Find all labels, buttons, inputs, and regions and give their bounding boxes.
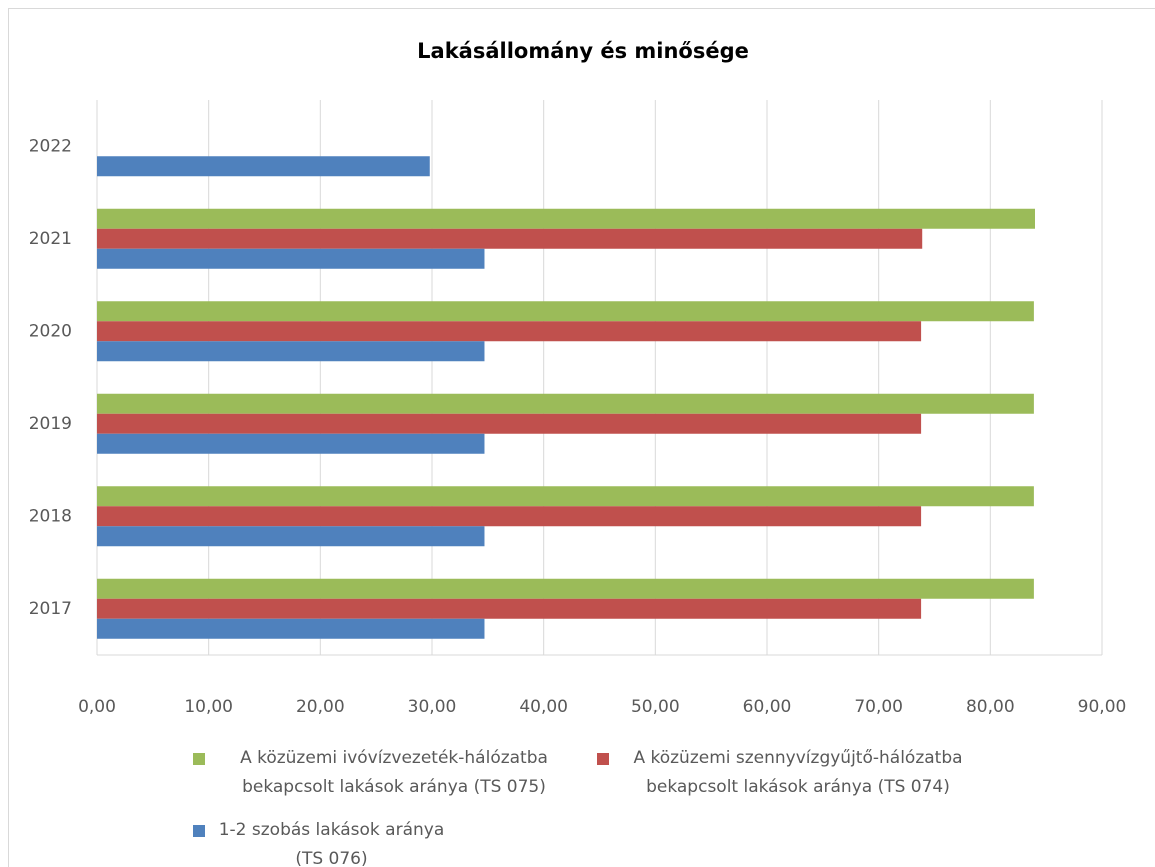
x-tick-label: 90,00 (1078, 697, 1127, 717)
y-tick-label: 2017 (29, 599, 72, 619)
bar (97, 506, 922, 527)
bar (97, 301, 1034, 322)
bar (97, 228, 923, 249)
legend-swatch (597, 753, 609, 765)
legend-swatch (193, 753, 205, 765)
legend-label: A közüzemi ivóvízvezeték-hálózatba bekap… (240, 748, 548, 797)
bar (97, 618, 485, 639)
bar (97, 486, 1034, 507)
legend-swatch (193, 825, 205, 837)
y-tick-label: 2022 (29, 136, 72, 156)
bar (97, 321, 922, 342)
bar (97, 156, 430, 177)
legend-item: A közüzemi ivóvízvezeték-hálózatba bekap… (193, 744, 579, 802)
x-tick-label: 20,00 (296, 697, 345, 717)
chart-title: Lakásállomány és minősége (417, 39, 749, 63)
legend-item: 1-2 szobás lakások aránya (TS 076) (193, 816, 454, 867)
x-tick-label: 30,00 (408, 697, 457, 717)
legend-label: 1-2 szobás lakások aránya (TS 076) (218, 820, 445, 867)
x-tick-label: 60,00 (743, 697, 792, 717)
x-tick-label: 50,00 (631, 697, 680, 717)
bar (97, 578, 1034, 599)
bar (97, 208, 1035, 229)
y-tick-label: 2019 (29, 414, 72, 434)
legend-item: A közüzemi szennyvízgyűjtő-hálózatba bek… (597, 744, 983, 802)
x-tick-label: 0,00 (78, 697, 116, 717)
legend-label: A közüzemi szennyvízgyűjtő-hálózatba bek… (633, 748, 963, 797)
chart-frame (8, 8, 1155, 867)
bar (97, 433, 485, 454)
bar (97, 341, 485, 362)
y-tick-label: 2020 (29, 321, 72, 341)
x-tick-label: 70,00 (854, 697, 903, 717)
x-tick-label: 10,00 (184, 697, 233, 717)
bar (97, 598, 922, 619)
bar (97, 248, 485, 269)
bar (97, 413, 922, 434)
bar (97, 526, 485, 547)
x-tick-label: 40,00 (519, 697, 568, 717)
bar (97, 393, 1034, 414)
y-tick-label: 2021 (29, 229, 72, 249)
y-tick-label: 2018 (29, 506, 72, 526)
x-tick-label: 80,00 (966, 697, 1015, 717)
